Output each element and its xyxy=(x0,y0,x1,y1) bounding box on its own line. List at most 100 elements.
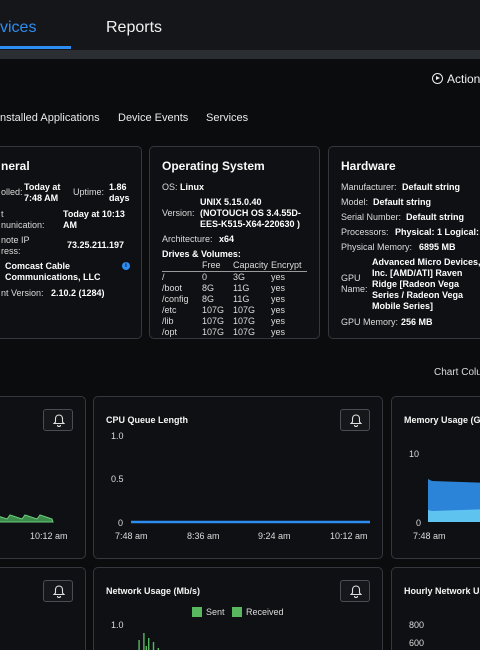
active-tab-indicator xyxy=(0,46,71,49)
agent-value: 2.10.2 (1284) xyxy=(51,288,105,298)
drive-capacity: 107G xyxy=(233,316,256,326)
drive-encrypt: yes xyxy=(271,272,286,282)
chart-panel-1: 10:12 am xyxy=(0,396,86,559)
hardware-title: Hardware xyxy=(341,159,396,173)
model-label: Model: xyxy=(341,197,369,207)
os-value: Linux xyxy=(180,182,204,192)
os-label: OS: xyxy=(162,182,178,192)
hourly-y-tick: 600 xyxy=(409,638,425,648)
chart-panel-4 xyxy=(0,567,86,650)
cpu-x-tick: 8:36 am xyxy=(187,531,220,541)
serial-value: Default string xyxy=(406,212,465,222)
architecture-value: x64 xyxy=(219,234,235,244)
memory-usage-chart-panel: Memory Usage (G 10 0 7:48 am xyxy=(391,396,480,559)
chart-1-area xyxy=(0,514,54,523)
drives-header-mount xyxy=(162,260,202,272)
alert-bell-button[interactable] xyxy=(43,409,73,431)
drive-free: 0 xyxy=(202,272,208,282)
table-row: /etc 107G 107G yes xyxy=(162,305,307,316)
version-value: UNIX 5.15.0.40 (NOTOUCH OS 3.4.55D-EES-K… xyxy=(200,197,301,229)
gpu-memory-label: GPU Memory: xyxy=(341,317,399,327)
chart-1-x-tick: 10:12 am xyxy=(30,531,68,541)
network-bar xyxy=(143,633,145,650)
agent-label: nt Version: xyxy=(1,288,44,298)
network-bar xyxy=(138,640,140,650)
gpu-memory-value: 256 MB xyxy=(401,317,433,327)
ip-label-1: note IP xyxy=(1,235,30,245)
table-row: /lib 107G 107G yes xyxy=(162,316,307,327)
drives-header-encrypt: Encrypt xyxy=(271,260,307,272)
cpu-y-tick: 0.5 xyxy=(111,474,124,484)
info-icon[interactable]: i xyxy=(122,262,130,270)
network-bar xyxy=(148,638,150,650)
chart-columns-label[interactable]: Chart Colu xyxy=(434,367,480,378)
tab-devices[interactable]: vices xyxy=(0,19,37,36)
drive-mount: /boot xyxy=(162,283,183,293)
drive-mount: /lib xyxy=(162,316,174,326)
network-bar xyxy=(157,648,159,650)
legend-swatch-sent[interactable] xyxy=(192,607,202,617)
drive-encrypt: yes xyxy=(271,283,286,293)
drive-capacity: 107G xyxy=(233,327,256,337)
physical-memory-value: 6895 MB xyxy=(419,242,456,252)
memory-series-area-light xyxy=(428,509,480,522)
manufacturer-label: Manufacturer: xyxy=(341,182,397,192)
general-title: neral xyxy=(1,159,30,173)
table-row: /opt 107G 107G yes xyxy=(162,327,307,338)
manufacturer-value: Default string xyxy=(402,182,461,192)
drive-mount: /etc xyxy=(162,305,177,315)
network-bar xyxy=(145,646,147,650)
memory-usage-chart-title: Memory Usage (G xyxy=(404,415,480,425)
tab-reports[interactable]: Reports xyxy=(106,19,163,36)
table-row: /boot 8G 11G yes xyxy=(162,283,307,294)
enrolled-label: olled: xyxy=(1,187,23,197)
legend-swatch-received[interactable] xyxy=(232,607,242,617)
drives-table: Free Capacity Encrypt / 0 3G yes /boot 8G 11G… xyxy=(162,260,307,338)
subtab-services[interactable]: Services xyxy=(206,112,249,124)
cpu-y-tick: 1.0 xyxy=(111,431,124,441)
alert-bell-button[interactable] xyxy=(340,580,370,602)
chart-1-plot xyxy=(0,514,54,523)
comm-label-1: t xyxy=(1,209,4,219)
general-panel: neral olled: Today at 7:48 AM Uptime: 1.… xyxy=(0,146,142,339)
operating-system-panel: Operating System OS: Linux Version: UNIX… xyxy=(149,146,320,339)
actions-label: Action xyxy=(447,72,480,86)
drive-free: 107G xyxy=(202,327,225,337)
comm-label-2: nunication: xyxy=(1,220,45,230)
drives-header-free: Free xyxy=(202,260,233,272)
bell-icon xyxy=(53,414,65,427)
alert-bell-button[interactable] xyxy=(43,580,73,602)
drive-encrypt: yes xyxy=(271,316,286,326)
actions-button[interactable]: Action xyxy=(432,72,480,86)
drive-mount: /config xyxy=(162,294,189,304)
model-value: Default string xyxy=(373,197,432,207)
bell-icon xyxy=(53,585,65,598)
drive-free: 8G xyxy=(202,283,215,293)
bell-icon xyxy=(350,414,362,427)
hourly-network-chart-title: Hourly Network Us xyxy=(404,586,480,596)
architecture-label: Architecture: xyxy=(162,234,213,244)
network-y-tick: 1.0 xyxy=(111,620,124,630)
os-title: Operating System xyxy=(162,159,265,173)
bell-icon xyxy=(350,585,362,598)
physical-memory-label: Physical Memory: xyxy=(341,242,413,252)
subtab-device-events[interactable]: Device Events xyxy=(118,112,189,124)
drives-title: Drives & Volumes: xyxy=(162,249,241,259)
cpu-x-tick: 9:24 am xyxy=(258,531,291,541)
alert-bell-button[interactable] xyxy=(340,409,370,431)
memory-x-tick: 7:48 am xyxy=(413,531,446,541)
divider-bar xyxy=(0,50,480,59)
cpu-queue-plot xyxy=(131,520,370,524)
uptime-value: 1.86 days xyxy=(109,182,130,203)
hardware-panel: Hardware Manufacturer: Default string Mo… xyxy=(328,146,480,339)
subtab-installed-applications[interactable]: nstalled Applications xyxy=(0,112,100,124)
cpu-queue-chart-panel: CPU Queue Length 1.0 0.5 0 7:48 am 8:36 … xyxy=(93,396,383,559)
cpu-y-tick: 0 xyxy=(118,518,124,528)
drive-capacity: 11G xyxy=(233,283,250,293)
memory-y-tick: 0 xyxy=(416,518,422,528)
ip-value: 73.25.211.197 xyxy=(67,240,125,250)
drives-header-row: Free Capacity Encrypt xyxy=(162,260,307,272)
network-bar xyxy=(152,642,155,650)
drive-free: 107G xyxy=(202,305,225,315)
cpu-x-tick: 10:12 am xyxy=(330,531,368,541)
